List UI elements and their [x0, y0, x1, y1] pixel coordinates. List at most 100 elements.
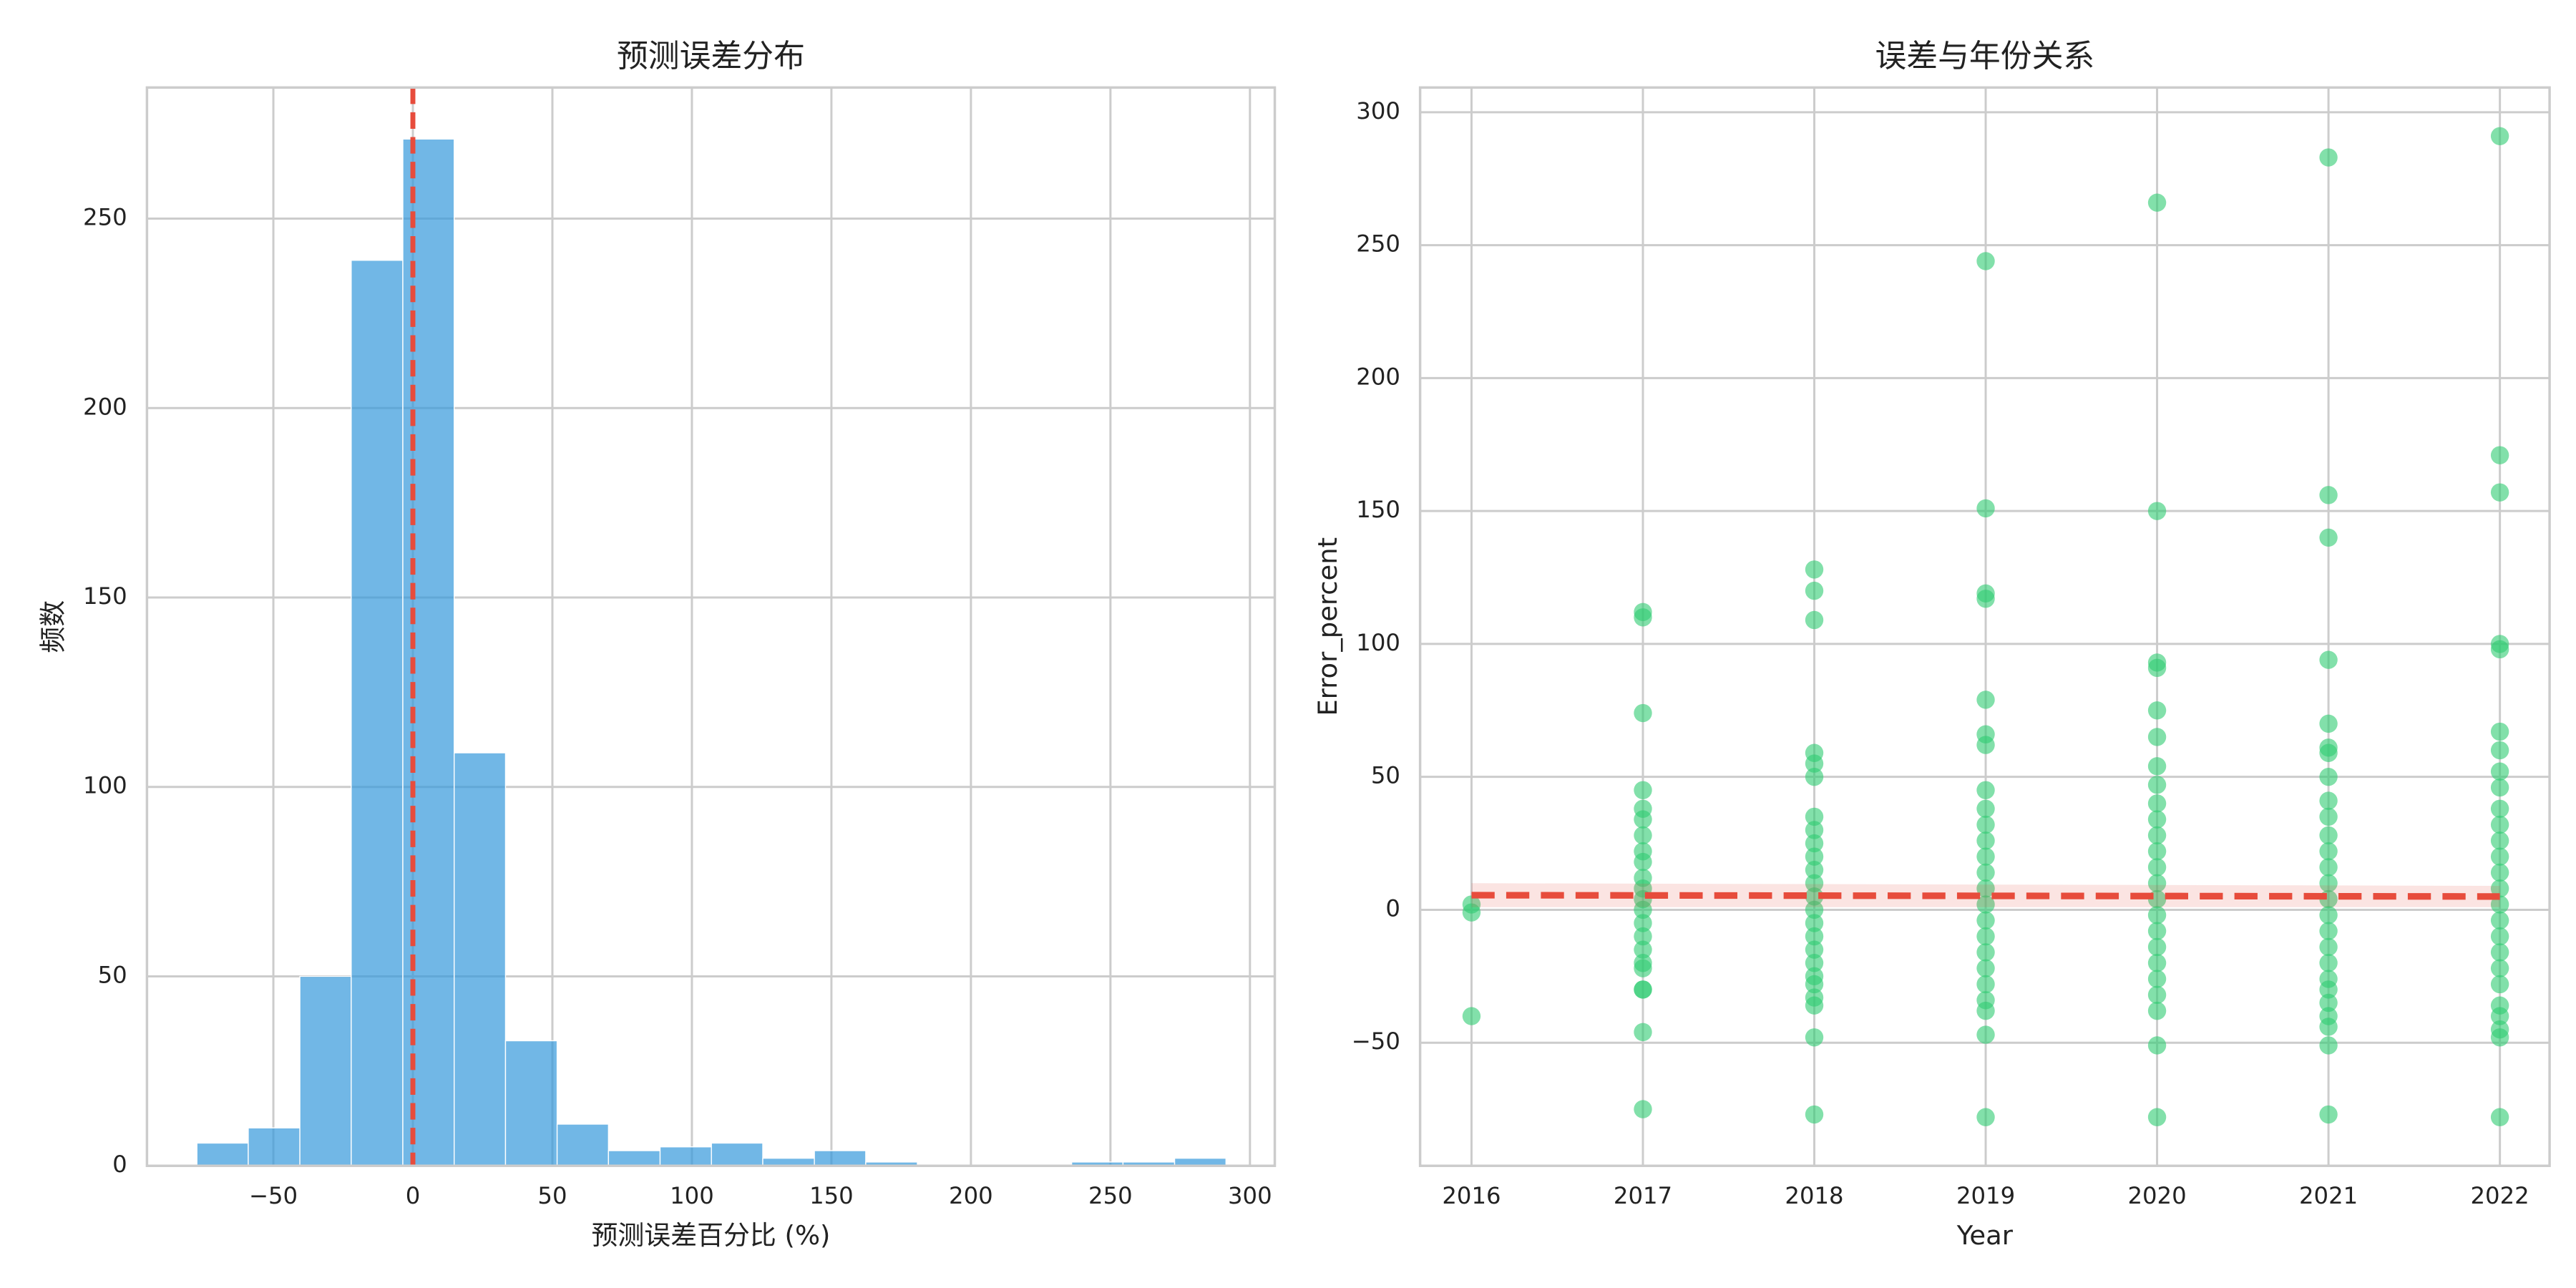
scatter-point — [2319, 826, 2338, 845]
x-tick-label: 250 — [1088, 1182, 1133, 1209]
scatter-point — [1805, 927, 1824, 946]
scatter-point — [1805, 940, 1824, 959]
scatter-point — [1634, 980, 1652, 999]
x-tick-label: 200 — [949, 1182, 993, 1209]
scatter-point — [1805, 914, 1824, 932]
scatter-point — [1805, 834, 1824, 853]
scatter-point — [1976, 1108, 1995, 1126]
histogram-bar — [608, 1150, 661, 1166]
scatter-point — [2490, 943, 2509, 962]
scatter-point — [2319, 874, 2338, 892]
scatter-point — [2490, 483, 2509, 502]
y-tick-label: 100 — [83, 772, 127, 799]
scatter-point — [1805, 996, 1824, 1015]
scatter-point — [2147, 985, 2167, 1005]
scatter-point — [2319, 922, 2338, 940]
x-tick-label: 0 — [406, 1182, 421, 1209]
scatter-point — [2490, 879, 2509, 898]
x-axis-label: 预测误差百分比 (%) — [591, 1220, 830, 1251]
scatter-point — [2490, 895, 2509, 914]
scatter-point — [1634, 959, 1652, 977]
scatter-point — [1805, 975, 1824, 994]
scatter-point — [2490, 959, 2509, 977]
scatter-point — [2490, 741, 2509, 760]
scatter-point — [1976, 959, 1995, 977]
y-tick-label: 0 — [1385, 894, 1400, 922]
scatter-point — [1976, 1025, 1995, 1044]
histogram-bar — [556, 1123, 610, 1166]
scatter-point — [2490, 847, 2509, 866]
scatter-point — [1634, 826, 1652, 845]
scatter-point — [1805, 861, 1824, 879]
x-tick-label: 2020 — [2127, 1182, 2186, 1209]
scatter-point — [1976, 831, 1995, 850]
scatter-point — [1805, 581, 1824, 600]
histogram-bar — [659, 1146, 712, 1166]
scatter-point — [2147, 937, 2167, 957]
histogram-bar — [454, 752, 507, 1166]
scatter-point — [1976, 895, 1995, 914]
scatter-point — [2490, 799, 2509, 818]
histogram-bar — [196, 1142, 249, 1166]
scatter-point — [1805, 754, 1824, 773]
scatter-point — [2147, 1108, 2167, 1126]
y-tick-label: 300 — [1356, 97, 1400, 125]
scatter-point — [1634, 927, 1652, 946]
scatter-point — [2319, 714, 2338, 733]
scatter-point — [1976, 927, 1995, 946]
scatter-point — [2319, 148, 2338, 167]
y-tick-label: 200 — [83, 393, 127, 420]
x-tick-label: 2019 — [1956, 1182, 2015, 1209]
histogram-bar — [711, 1142, 763, 1166]
y-tick-label: 150 — [1356, 496, 1400, 523]
scatter-point — [2490, 1108, 2509, 1126]
scatter-point — [2147, 193, 2167, 212]
scatter-point — [2319, 743, 2338, 762]
chart-title: 预测误差分布 — [617, 38, 805, 74]
scatter-point — [2147, 970, 2167, 988]
scatter-point — [2490, 815, 2509, 834]
y-axis-label: 频数 — [38, 600, 69, 653]
scatter-point — [2490, 1007, 2509, 1025]
y-tick-label: 50 — [1371, 762, 1400, 789]
scatter-point — [2490, 863, 2509, 882]
scatter-point — [1805, 900, 1824, 919]
y-tick-label: −50 — [1352, 1028, 1400, 1055]
y-axis-label: Error_percent — [1312, 537, 1343, 716]
scatter-point — [1634, 900, 1652, 919]
scatter-point — [1976, 590, 1995, 608]
scatter-point — [1805, 1105, 1824, 1124]
scatter-point — [1805, 560, 1824, 579]
scatter-point — [2319, 1105, 2338, 1124]
scatter-point — [1976, 943, 1995, 962]
scatter-point — [2319, 767, 2338, 786]
scatter-point — [2147, 658, 2167, 678]
scatter-point — [1976, 863, 1995, 882]
scatter-point — [2147, 810, 2167, 829]
x-tick-label: 100 — [670, 1182, 714, 1209]
scatter-point — [2147, 842, 2167, 861]
scatter-point — [1634, 810, 1652, 829]
scatter-point — [1976, 799, 1995, 818]
scatter-point — [1634, 703, 1652, 723]
scatter-point — [2319, 842, 2338, 861]
scatter-point — [1805, 610, 1824, 630]
scatter-point — [2319, 650, 2338, 669]
scatter-point — [1976, 499, 1995, 518]
scatter-point — [1634, 914, 1652, 932]
x-tick-label: 2021 — [2299, 1182, 2358, 1209]
scatter-point — [2147, 1036, 2167, 1055]
scatter-point — [2490, 975, 2509, 994]
scatter-point — [1805, 807, 1824, 826]
scatter-point — [2147, 922, 2167, 940]
scatter-point — [1976, 847, 1995, 866]
axes-frame — [145, 86, 1277, 1167]
chart-title: 误差与年份关系 — [1875, 38, 2094, 74]
scatter-point — [2319, 937, 2338, 957]
scatter-point — [2147, 701, 2167, 720]
confidence-band — [1471, 883, 2500, 907]
scatter-point — [2490, 927, 2509, 946]
scatter-point — [1634, 781, 1652, 799]
x-tick-label: 300 — [1228, 1182, 1272, 1209]
